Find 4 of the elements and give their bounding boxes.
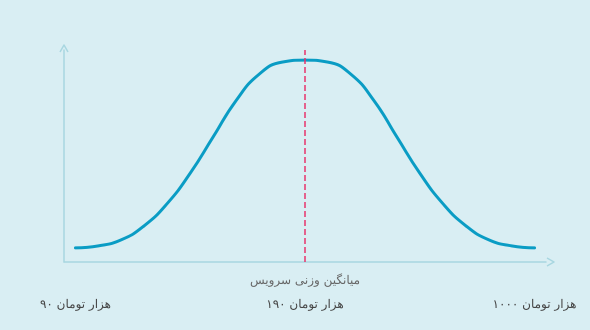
x-tick-label: ۱۹۰ هزار تومان — [266, 297, 344, 311]
x-tick-label: ۱۰۰۰ هزار تومان — [492, 297, 576, 311]
x-tick-label: ۹۰ هزار تومان — [40, 297, 111, 311]
ref-line-label: میانگین وزنی سرویس — [250, 273, 360, 287]
